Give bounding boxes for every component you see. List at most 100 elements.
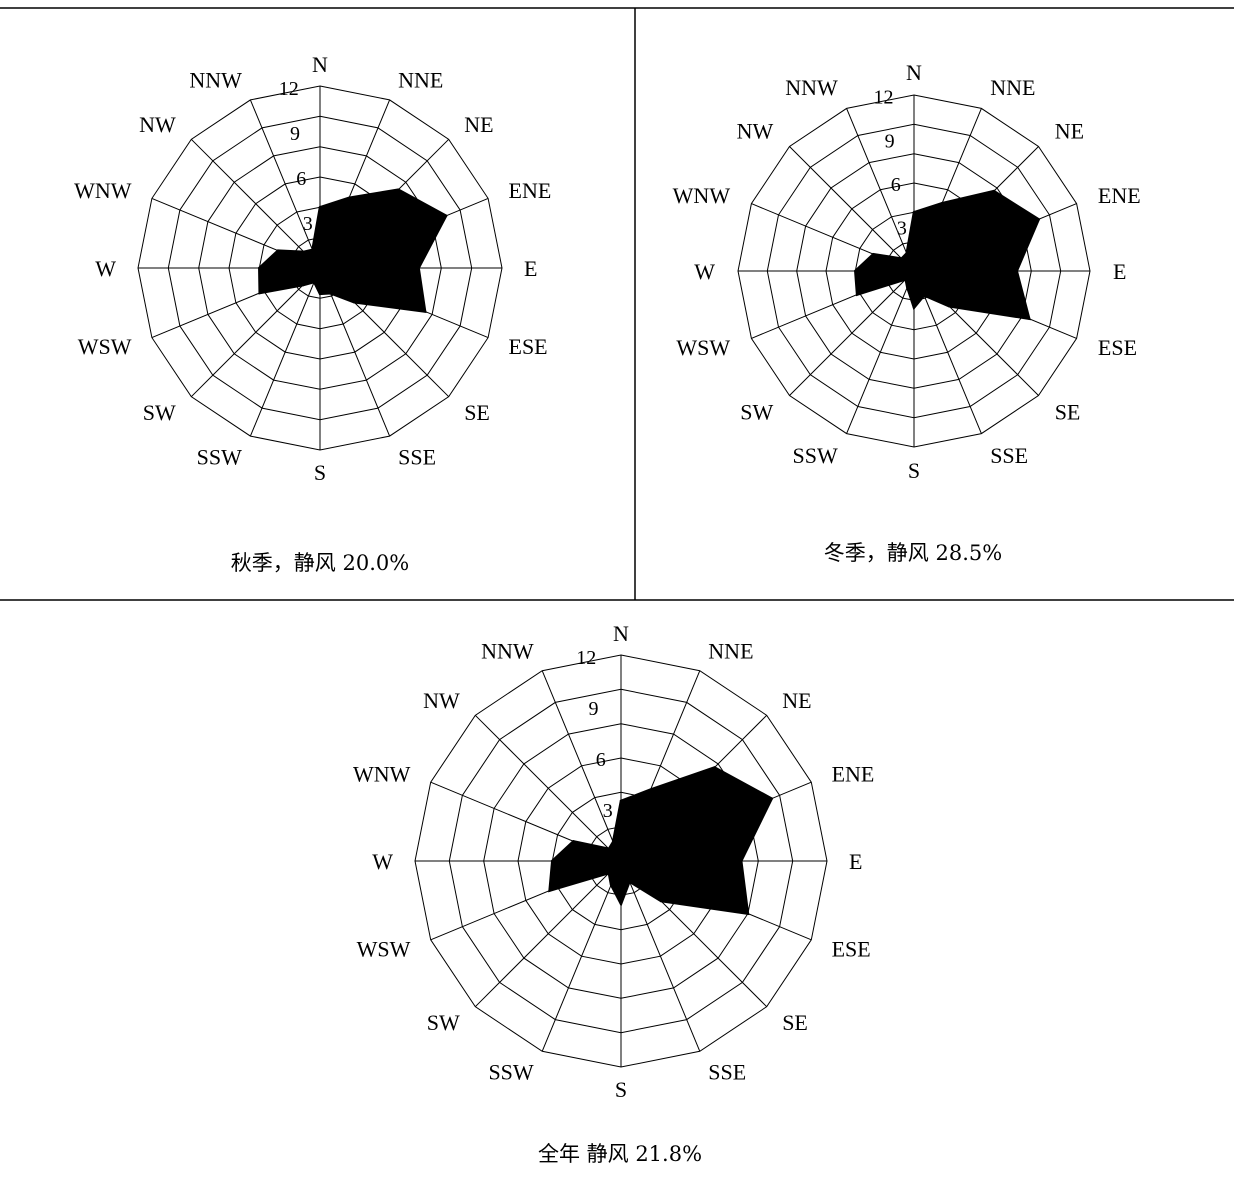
- rose-point-ssw: [609, 883, 613, 886]
- tick-label-0: 0: [309, 258, 319, 280]
- rose-wedge-nw: [303, 249, 320, 268]
- rose-wedge-ene: [320, 215, 447, 268]
- rose-point-ne: [713, 766, 716, 769]
- rose-point-wsw: [258, 291, 261, 295]
- direction-label-n: N: [613, 621, 629, 646]
- rose-point-nnw: [611, 840, 615, 844]
- direction-label-se: SE: [782, 1010, 808, 1035]
- direction-label-nne: NNE: [990, 75, 1035, 100]
- direction-label-n: N: [312, 52, 328, 77]
- direction-label-ne: NE: [782, 688, 811, 713]
- rose-point-se: [353, 301, 356, 304]
- rose-point-s: [912, 306, 916, 309]
- direction-label-nw: NW: [139, 112, 176, 137]
- rose-point-ene: [1037, 218, 1040, 221]
- direction-label-wsw: WSW: [357, 936, 411, 961]
- direction-label-nnw: NNW: [481, 638, 534, 663]
- rose-point-n: [619, 799, 623, 803]
- rose-wedge-wsw: [549, 861, 621, 891]
- direction-label-ssw: SSW: [488, 1060, 533, 1085]
- direction-label-nnw: NNW: [189, 68, 242, 93]
- rose-point-ene: [770, 797, 773, 800]
- rose-point-w: [551, 859, 554, 863]
- grid-spoke: [474, 714, 622, 862]
- rose-point-wnw: [872, 253, 875, 256]
- direction-label-wnw: WNW: [74, 178, 132, 203]
- tick-label-3: 3: [897, 217, 907, 239]
- rose-wedge-wnw: [278, 250, 320, 268]
- caption-winter: 冬季，静风 28.5%: [824, 541, 1002, 565]
- direction-label-wsw: WSW: [676, 335, 730, 360]
- grid-spoke: [846, 108, 915, 272]
- wind-rose-winter: 0 3 6 9 12 N NNE NE ENE E ESE SE SSE S SSW SW WSW W WNW NW N…: [673, 60, 1141, 483]
- wind-rose-annual: 0 3 6 9 12 N NNE NE ENE E ESE SE SSE S SSW SW WSW W WNW NW N…: [353, 621, 874, 1102]
- direction-label-e: E: [849, 849, 862, 874]
- grid-spoke: [541, 670, 622, 862]
- direction-label-w: W: [95, 256, 116, 281]
- rose-point-sse: [922, 294, 926, 297]
- rose-wedge-se: [621, 861, 662, 902]
- rose-point-se: [948, 305, 951, 308]
- rose-point-nnw: [311, 248, 314, 251]
- tick-label-0: 0: [610, 851, 620, 873]
- rose-point-wnw: [572, 840, 575, 843]
- rose-wedge-wsw: [259, 268, 320, 293]
- rose-wedge-ene: [621, 798, 772, 861]
- rose-wedge-ese: [914, 271, 1030, 319]
- rose-point-nne: [940, 202, 944, 205]
- direction-label-ene: ENE: [832, 762, 875, 787]
- rose-wedge-wnw: [873, 254, 914, 271]
- rose-point-e: [740, 859, 743, 863]
- tick-label-12: 12: [279, 78, 299, 100]
- grid-spoke: [190, 138, 321, 269]
- rose-wedge-s: [611, 861, 621, 904]
- rose-wedge-sse: [621, 861, 630, 904]
- rose-point-w: [854, 269, 857, 273]
- grid-spoke: [620, 860, 701, 1052]
- tick-label-9: 9: [885, 130, 895, 152]
- direction-label-wsw: WSW: [78, 334, 132, 359]
- direction-label-nne: NNE: [708, 638, 753, 663]
- direction-label-sw: SW: [143, 400, 176, 425]
- rose-point-nw: [302, 250, 306, 254]
- rose-point-nw: [607, 847, 611, 851]
- rose-point-sw: [904, 278, 907, 281]
- tick-label-9: 9: [589, 698, 599, 720]
- rose-wedge-ese: [621, 861, 748, 914]
- direction-label-s: S: [314, 460, 326, 485]
- rose-point-ene: [444, 214, 448, 217]
- direction-label-ene: ENE: [1098, 183, 1141, 208]
- rose-point-e: [417, 266, 420, 270]
- rose-point-ne: [397, 188, 400, 191]
- tick-label-12: 12: [874, 87, 894, 109]
- rose-point-ne: [992, 189, 996, 193]
- rose-wedge-wsw: [855, 271, 914, 295]
- direction-label-nne: NNE: [398, 68, 443, 93]
- direction-label-nnw: NNW: [785, 75, 838, 100]
- rose-wedge-ne: [914, 191, 1039, 271]
- direction-label-ene: ENE: [509, 178, 552, 203]
- grid-spoke: [541, 860, 622, 1052]
- direction-label-ne: NE: [1055, 118, 1084, 143]
- rose-wedge-sse: [320, 268, 331, 294]
- rose-wedge-s: [314, 268, 320, 294]
- direction-label-s: S: [908, 458, 920, 483]
- grid-spoke: [913, 270, 982, 434]
- tick-label-6: 6: [891, 174, 901, 196]
- rose-point-e: [1015, 269, 1018, 273]
- rose-wedge-ese: [320, 268, 426, 312]
- tick-label-9: 9: [290, 123, 300, 145]
- direction-label-nw: NW: [737, 118, 774, 143]
- rose-point-ssw: [906, 286, 909, 289]
- caption-annual: 全年 静风 21.8%: [538, 1142, 702, 1166]
- rose-point-w: [258, 266, 261, 270]
- direction-label-ese: ESE: [832, 936, 871, 961]
- rose-point-ese: [1028, 317, 1031, 320]
- rose-point-s: [318, 292, 322, 295]
- tick-label-0: 0: [903, 261, 913, 283]
- direction-label-sse: SSE: [990, 443, 1028, 468]
- rose-wedge-s: [907, 271, 914, 308]
- wind-rose-autumn: 0 3 6 9 12 N NNE NE ENE E ESE SE SSE S SSW SW WSW W WNW NW N…: [74, 52, 551, 485]
- direction-label-nw: NW: [423, 688, 460, 713]
